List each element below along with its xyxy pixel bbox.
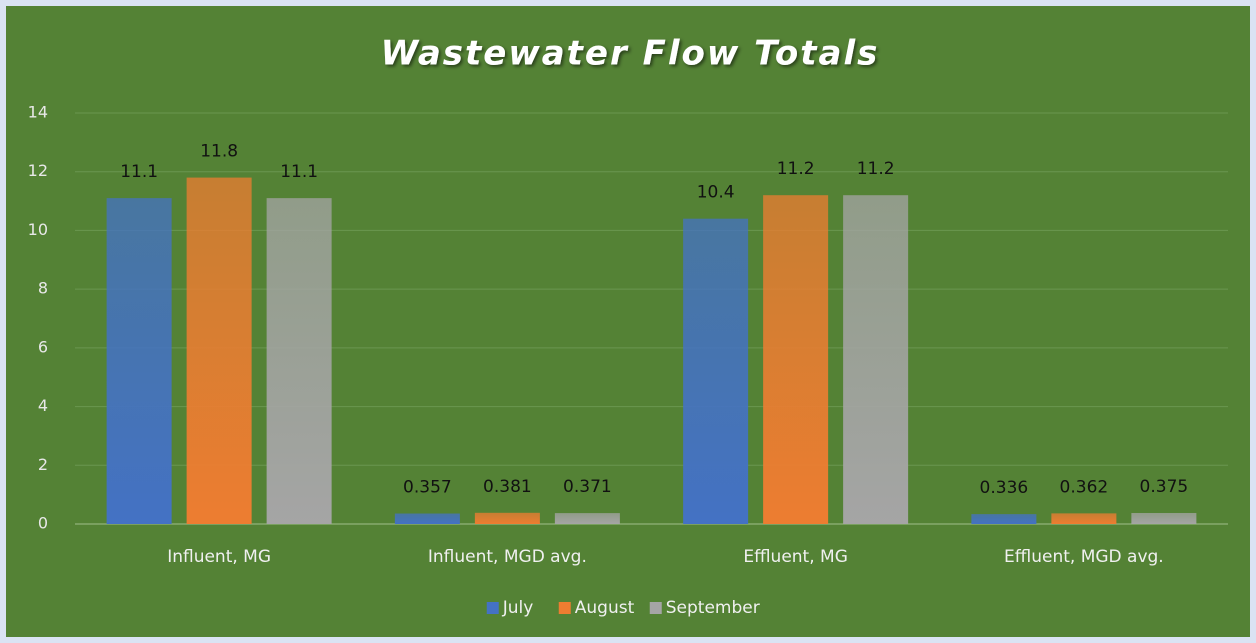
legend-label: July bbox=[502, 598, 534, 618]
bar bbox=[106, 198, 172, 524]
data-label: 0.371 bbox=[563, 477, 612, 497]
bar bbox=[474, 512, 540, 524]
legend-label: August bbox=[575, 598, 635, 618]
data-label: 11.8 bbox=[200, 142, 238, 162]
y-tick-label: 4 bbox=[38, 396, 48, 415]
bar bbox=[763, 195, 829, 524]
y-tick-label: 12 bbox=[28, 161, 48, 180]
data-label: 0.381 bbox=[483, 477, 532, 497]
data-label: 0.362 bbox=[1060, 477, 1109, 497]
y-tick-label: 6 bbox=[38, 337, 48, 356]
data-label: 11.1 bbox=[280, 162, 318, 182]
x-tick-label: Effluent, MGD avg. bbox=[1004, 547, 1164, 567]
legend-swatch bbox=[649, 602, 662, 614]
bar bbox=[394, 513, 460, 524]
y-tick-label: 8 bbox=[38, 279, 48, 298]
data-label: 11.2 bbox=[857, 159, 895, 179]
data-label: 10.4 bbox=[697, 183, 735, 203]
y-tick-label: 10 bbox=[28, 220, 48, 239]
data-label: 0.357 bbox=[403, 478, 452, 498]
bar bbox=[1051, 513, 1117, 524]
bar bbox=[186, 177, 252, 525]
x-tick-label: Effluent, MG bbox=[743, 547, 848, 567]
y-tick-label: 14 bbox=[28, 103, 48, 122]
bar bbox=[971, 514, 1037, 524]
y-tick-label: 0 bbox=[38, 514, 48, 533]
bar bbox=[683, 218, 749, 524]
bar bbox=[843, 195, 909, 524]
x-tick-label: Influent, MG bbox=[167, 547, 271, 567]
bar bbox=[266, 198, 332, 524]
data-label: 0.375 bbox=[1140, 477, 1189, 497]
chart-title: Wastewater Flow Totals bbox=[381, 34, 880, 74]
bar bbox=[554, 513, 620, 524]
x-tick-label: Influent, MGD avg. bbox=[428, 547, 587, 567]
data-label: 11.2 bbox=[777, 159, 815, 179]
data-label: 11.1 bbox=[120, 162, 158, 182]
legend-swatch bbox=[558, 602, 571, 614]
data-label: 0.336 bbox=[980, 478, 1029, 498]
legend-swatch bbox=[486, 602, 499, 614]
legend-label: September bbox=[666, 598, 760, 618]
y-tick-label: 2 bbox=[38, 455, 48, 474]
bar bbox=[1131, 512, 1197, 524]
